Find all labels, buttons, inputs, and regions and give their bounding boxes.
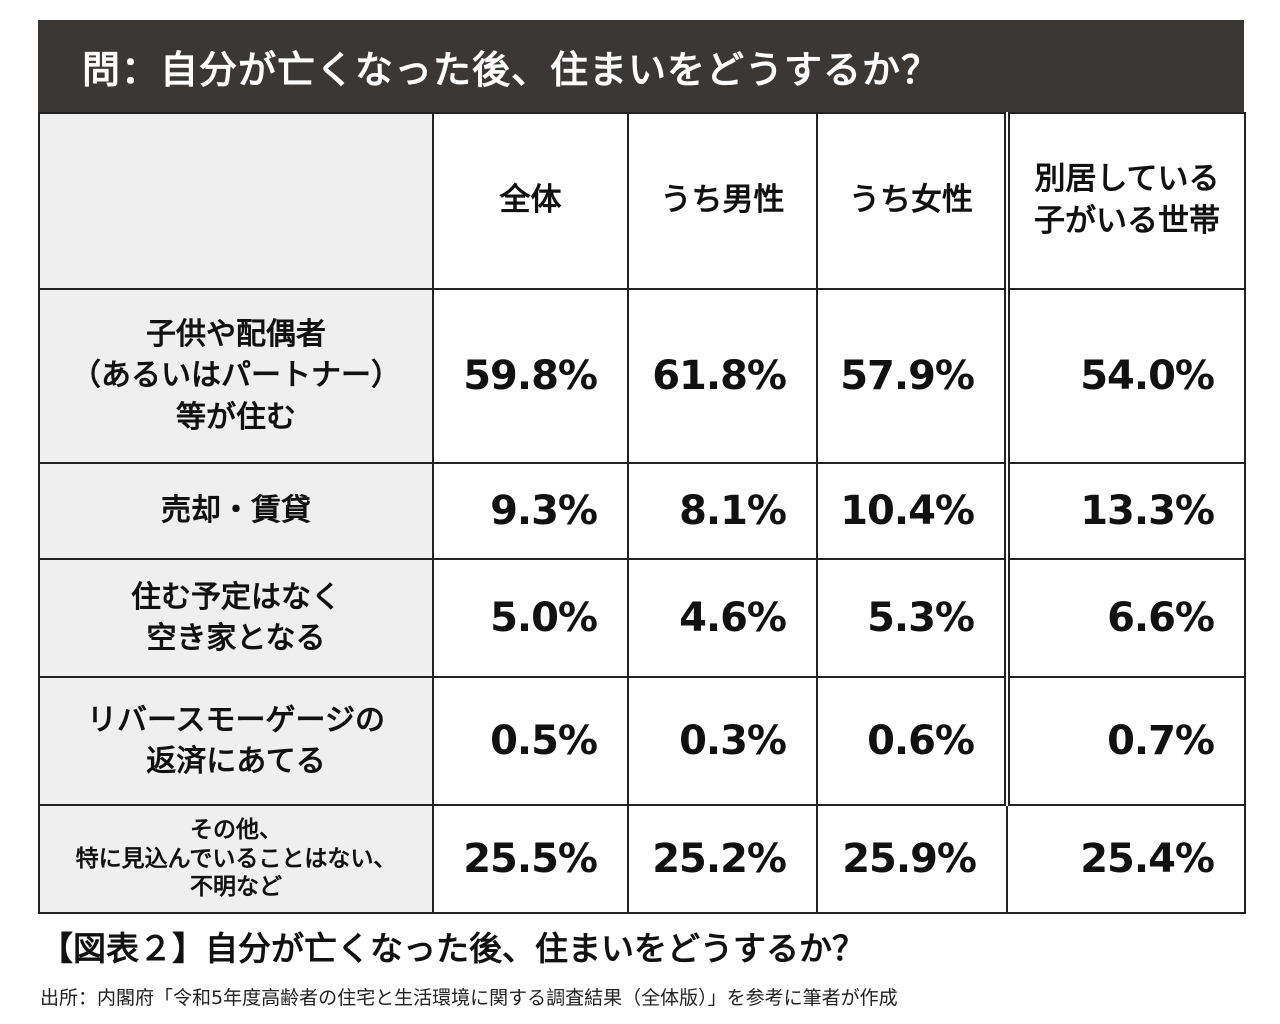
cell-value: 4.6% <box>627 558 818 678</box>
cell-value: 25.5% <box>432 804 629 914</box>
cell-value: 9.3% <box>432 462 629 560</box>
cell-value: 54.0% <box>1004 288 1246 464</box>
cell-value: 0.5% <box>432 676 629 806</box>
cell-value: 0.7% <box>1004 676 1246 806</box>
cell-value: 0.3% <box>627 676 818 806</box>
cell-value: 25.9% <box>816 804 1008 914</box>
row-label: その他、 特に見込んでいることはない、 不明など <box>38 804 434 914</box>
column-header-female: うち女性 <box>816 112 1008 290</box>
cell-value: 57.9% <box>816 288 1008 464</box>
row-label: 売却・賃貸 <box>38 462 434 560</box>
cell-value: 8.1% <box>627 462 818 560</box>
source-note: 出所：内閣府「令和5年度高齢者の住宅と生活環境に関する調査結果（全体版）」を参考… <box>40 987 898 1009</box>
table-row: リバースモーゲージの 返済にあてる 0.5% 0.3% 0.6% 0.7% <box>38 676 1246 806</box>
header-corner-cell <box>38 112 434 290</box>
cell-value: 5.0% <box>432 558 629 678</box>
cell-value: 25.2% <box>627 804 818 914</box>
cell-value: 10.4% <box>816 462 1008 560</box>
cell-value: 59.8% <box>432 288 629 464</box>
row-label: 子供や配偶者 （あるいはパートナー） 等が住む <box>38 288 434 464</box>
table-row: その他、 特に見込んでいることはない、 不明など 25.5% 25.2% 25.… <box>38 804 1246 914</box>
table-row: 子供や配偶者 （あるいはパートナー） 等が住む 59.8% 61.8% 57.9… <box>38 288 1246 464</box>
row-label: 住む予定はなく 空き家となる <box>38 558 434 678</box>
cell-value: 5.3% <box>816 558 1008 678</box>
cell-value: 25.4% <box>1006 804 1246 914</box>
cell-value: 6.6% <box>1004 558 1246 678</box>
column-header-separated-children: 別居している 子がいる世帯 <box>1004 112 1246 290</box>
row-label: リバースモーゲージの 返済にあてる <box>38 676 434 806</box>
title-bar: 問：自分が亡くなった後、住まいをどうするか？ <box>38 20 1244 112</box>
column-header-total: 全体 <box>432 112 629 290</box>
header-row: 全体 うち男性 うち女性 別居している 子がいる世帯 <box>38 112 1246 290</box>
chart-title: 問：自分が亡くなった後、住まいをどうするか？ <box>82 47 941 92</box>
cell-value: 0.6% <box>816 676 1008 806</box>
cell-value: 13.3% <box>1004 462 1246 560</box>
survey-table: 全体 うち男性 うち女性 別居している 子がいる世帯 子供や配偶者 （あるいはパ… <box>38 112 1246 914</box>
table-row: 売却・賃貸 9.3% 8.1% 10.4% 13.3% <box>38 462 1246 560</box>
cell-value: 61.8% <box>627 288 818 464</box>
table-row: 住む予定はなく 空き家となる 5.0% 4.6% 5.3% 6.6% <box>38 558 1246 678</box>
column-header-male: うち男性 <box>627 112 818 290</box>
figure-caption: 【図表２】自分が亡くなった後、住まいをどうするか？ <box>40 929 865 968</box>
